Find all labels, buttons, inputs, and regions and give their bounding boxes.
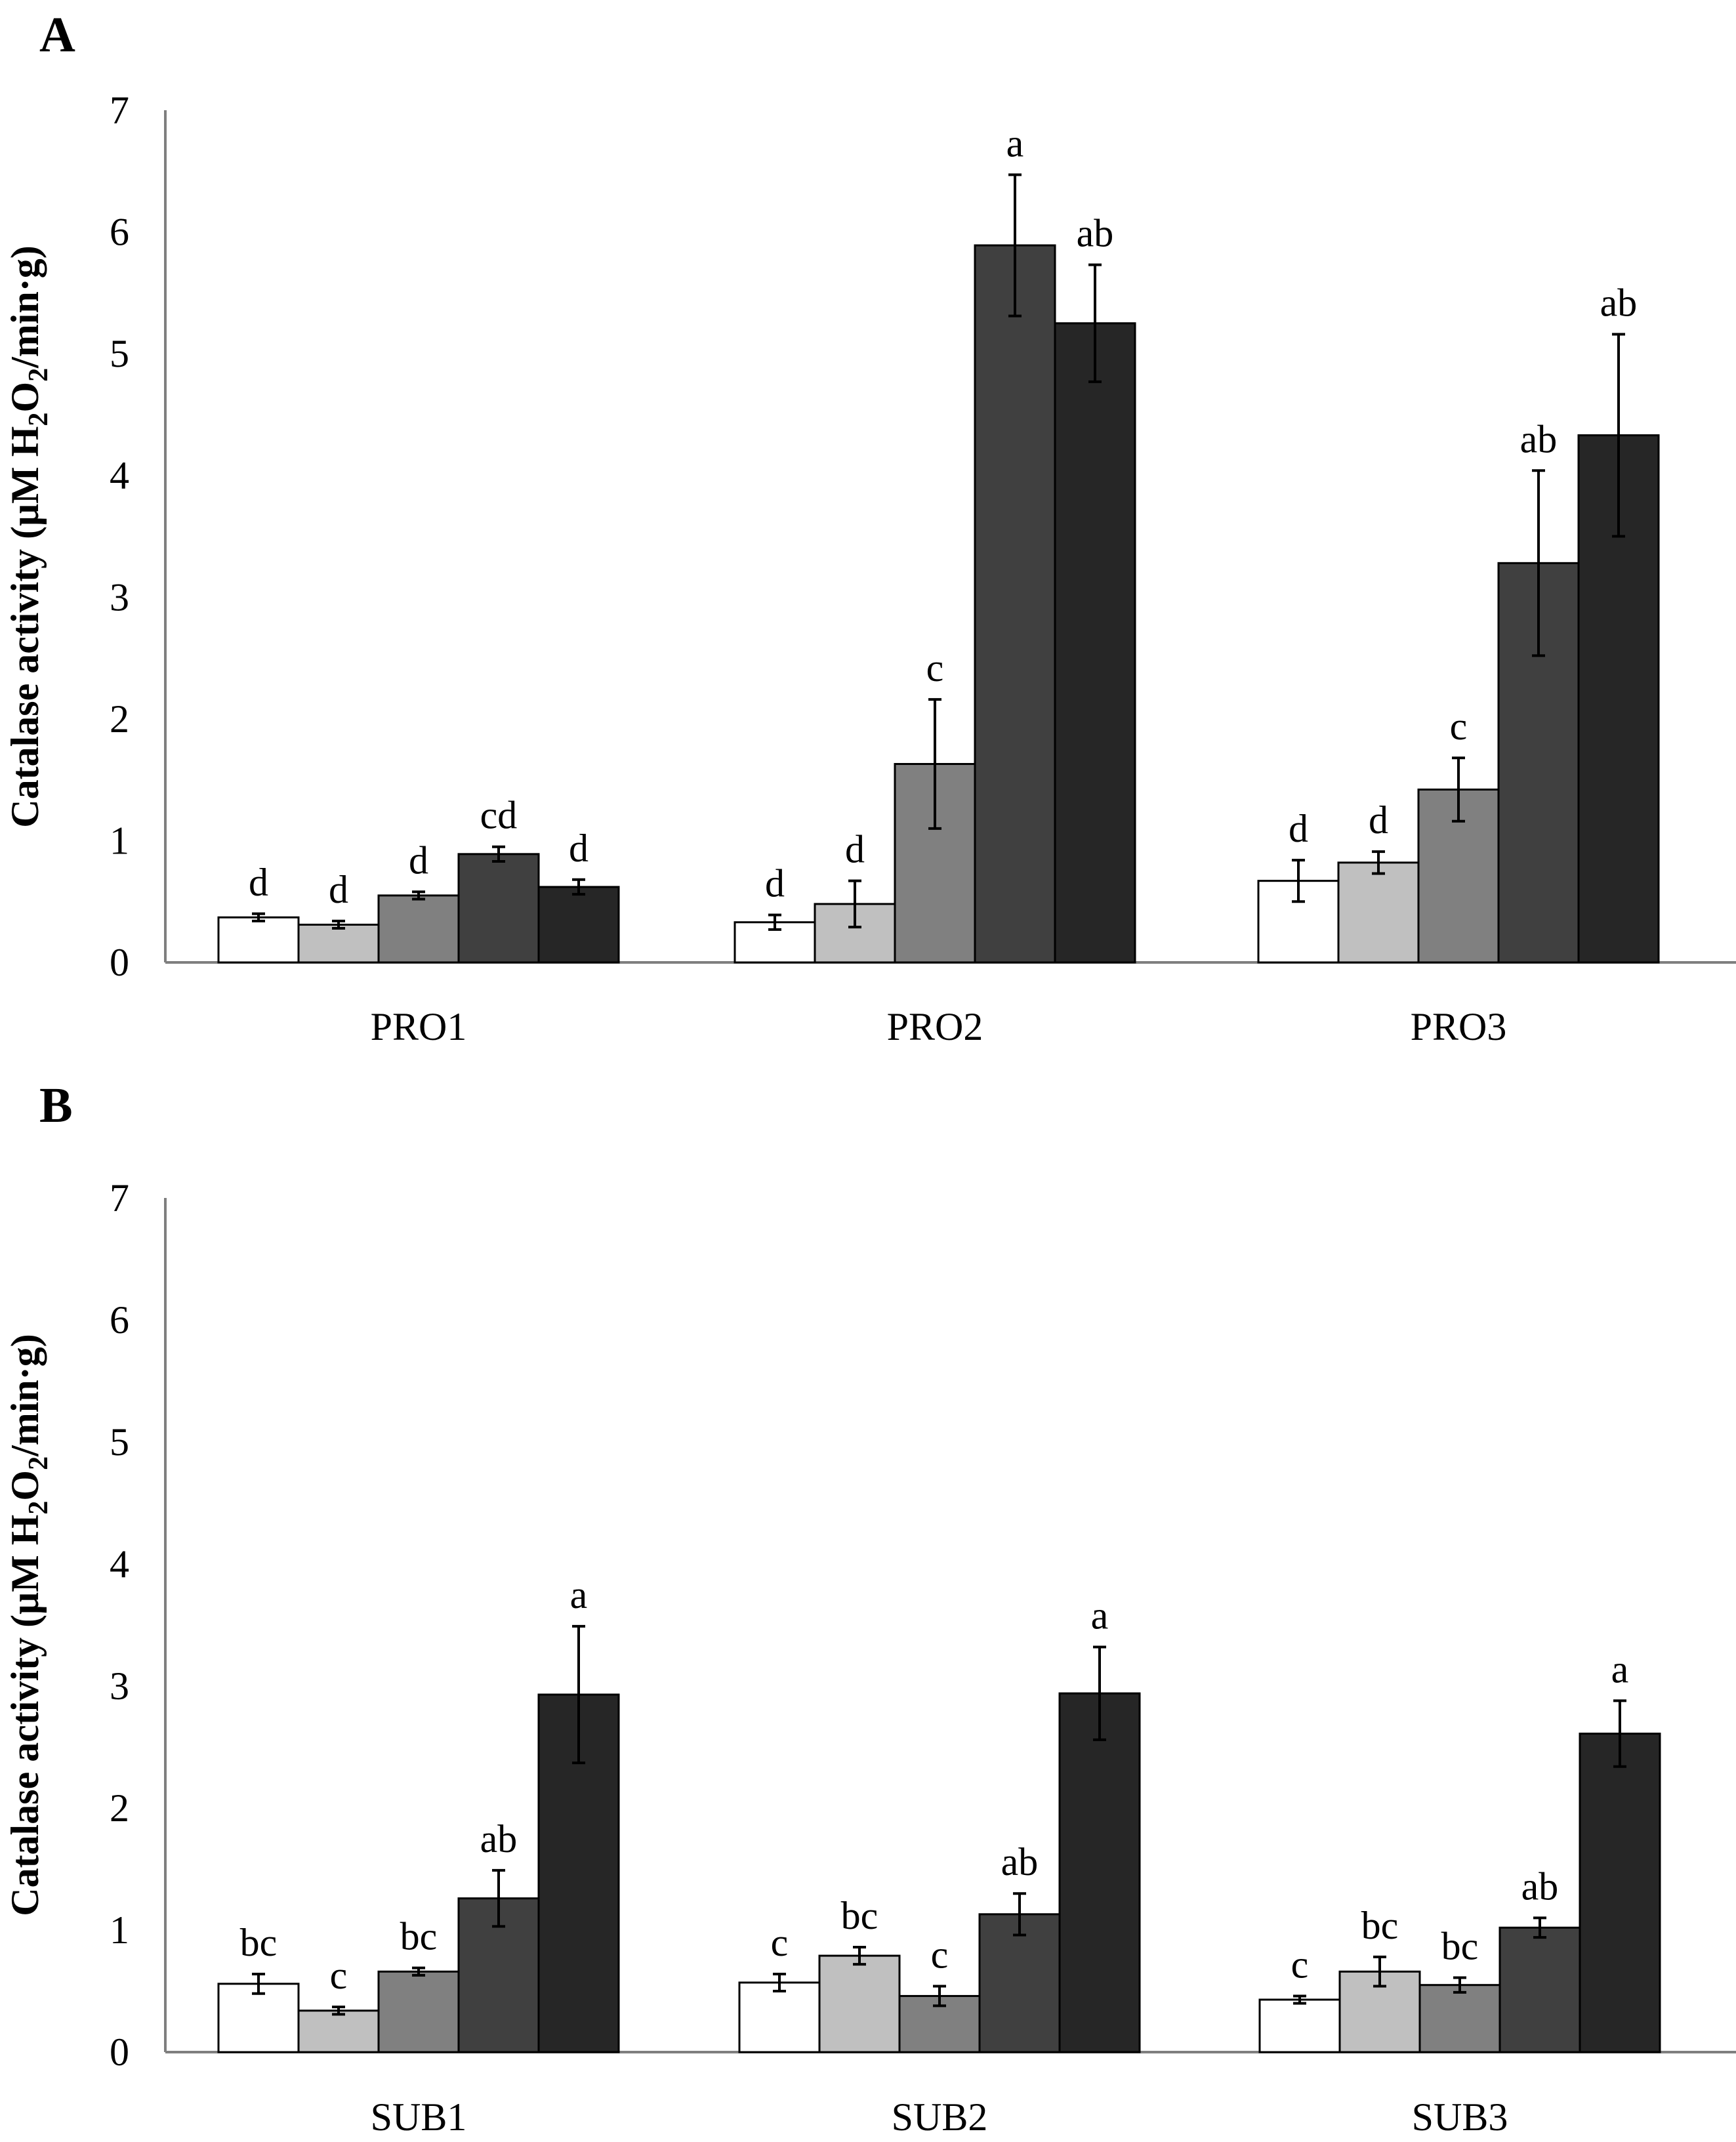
y-tick-label: 6 xyxy=(110,1298,129,1342)
bar xyxy=(1579,1733,1661,2053)
y-tick-label: 7 xyxy=(110,1176,129,1220)
significance-label: ab xyxy=(480,1817,518,1861)
significance-label: d xyxy=(569,827,589,870)
significance-label: ab xyxy=(1600,281,1638,324)
significance-label: bc xyxy=(240,1921,278,1964)
significance-label: ab xyxy=(1001,1840,1039,1884)
y-tick-label: 2 xyxy=(110,1786,129,1830)
y-tick-label: 5 xyxy=(110,332,129,375)
bar xyxy=(297,2009,380,2053)
significance-label: c xyxy=(926,646,944,690)
significance-label: c xyxy=(931,1933,949,1977)
significance-label: cd xyxy=(480,794,518,837)
x-category-label: SUB3 xyxy=(1412,2095,1508,2139)
significance-label: c xyxy=(1450,705,1468,748)
significance-label: ab xyxy=(1520,417,1558,461)
bar xyxy=(1338,1970,1421,2053)
bar xyxy=(978,1913,1061,2053)
significance-label: c xyxy=(330,1954,348,1997)
bar xyxy=(1058,1692,1141,2053)
significance-label: ab xyxy=(1521,1864,1559,1908)
significance-label: a xyxy=(1611,1647,1629,1691)
significance-label: d xyxy=(249,861,268,904)
bar xyxy=(974,244,1056,964)
significance-label: d xyxy=(845,828,865,871)
bar xyxy=(457,853,540,964)
bar xyxy=(297,923,380,964)
y-tick-label: 0 xyxy=(110,941,129,984)
y-tick-label: 0 xyxy=(110,2030,129,2074)
bar xyxy=(1418,1984,1501,2053)
bar xyxy=(1337,861,1420,964)
significance-label: c xyxy=(1291,1943,1309,1986)
bar xyxy=(1498,1926,1581,2053)
y-tick-label: 4 xyxy=(110,454,129,497)
significance-label: bc xyxy=(1441,1925,1479,1968)
bar xyxy=(377,1970,460,2053)
significance-label: d xyxy=(1289,807,1308,850)
x-category-label: PRO3 xyxy=(1411,1005,1507,1048)
x-category-label: PRO2 xyxy=(887,1005,983,1048)
significance-label: a xyxy=(1006,121,1024,165)
significance-label: bc xyxy=(400,1915,438,1958)
y-tick-label: 1 xyxy=(110,819,129,862)
bar xyxy=(1258,1998,1341,2053)
bar xyxy=(818,1954,901,2053)
panel-label: A xyxy=(39,7,75,62)
significance-label: ab xyxy=(1077,212,1114,255)
bar xyxy=(217,916,300,964)
x-category-label: PRO1 xyxy=(371,1005,467,1048)
y-tick-label: 6 xyxy=(110,211,129,254)
y-tick-label: 7 xyxy=(110,89,129,132)
significance-label: a xyxy=(570,1573,588,1617)
significance-label: d xyxy=(1369,798,1388,842)
y-tick-label: 4 xyxy=(110,1542,129,1586)
significance-label: d xyxy=(409,838,428,882)
significance-label: c xyxy=(771,1921,789,1964)
bar xyxy=(537,886,620,964)
y-tick-label: 3 xyxy=(110,575,129,619)
x-category-label: SUB2 xyxy=(892,2095,988,2139)
bar xyxy=(217,1983,300,2053)
panel-label: B xyxy=(39,1078,73,1133)
y-tick-label: 3 xyxy=(110,1664,129,1708)
significance-label: a xyxy=(1091,1594,1109,1637)
bar xyxy=(1054,322,1136,964)
chart-panel-a: A Catalase activity (μM H2O2/min·g) 0 1 2 3 4 5… xyxy=(3,7,1736,1048)
bar xyxy=(738,1981,821,2053)
y-axis-title: Catalase activity (μM H2O2/min·g) xyxy=(3,245,54,828)
y-axis-title: Catalase activity (μM H2O2/min·g) xyxy=(3,1334,54,1916)
y-tick-label: 5 xyxy=(110,1420,129,1464)
y-tick-label: 2 xyxy=(110,697,129,741)
significance-label: d xyxy=(765,862,785,905)
significance-label: bc xyxy=(841,1894,878,1937)
significance-label: d xyxy=(329,868,348,911)
bar xyxy=(377,894,460,964)
chart-panel-b: B Catalase activity (μM H2O2/min·g) 0 1 2 3 4 5… xyxy=(3,1078,1736,2139)
x-category-label: SUB1 xyxy=(371,2095,467,2139)
y-tick-label: 1 xyxy=(110,1908,129,1952)
significance-label: bc xyxy=(1361,1904,1399,1947)
